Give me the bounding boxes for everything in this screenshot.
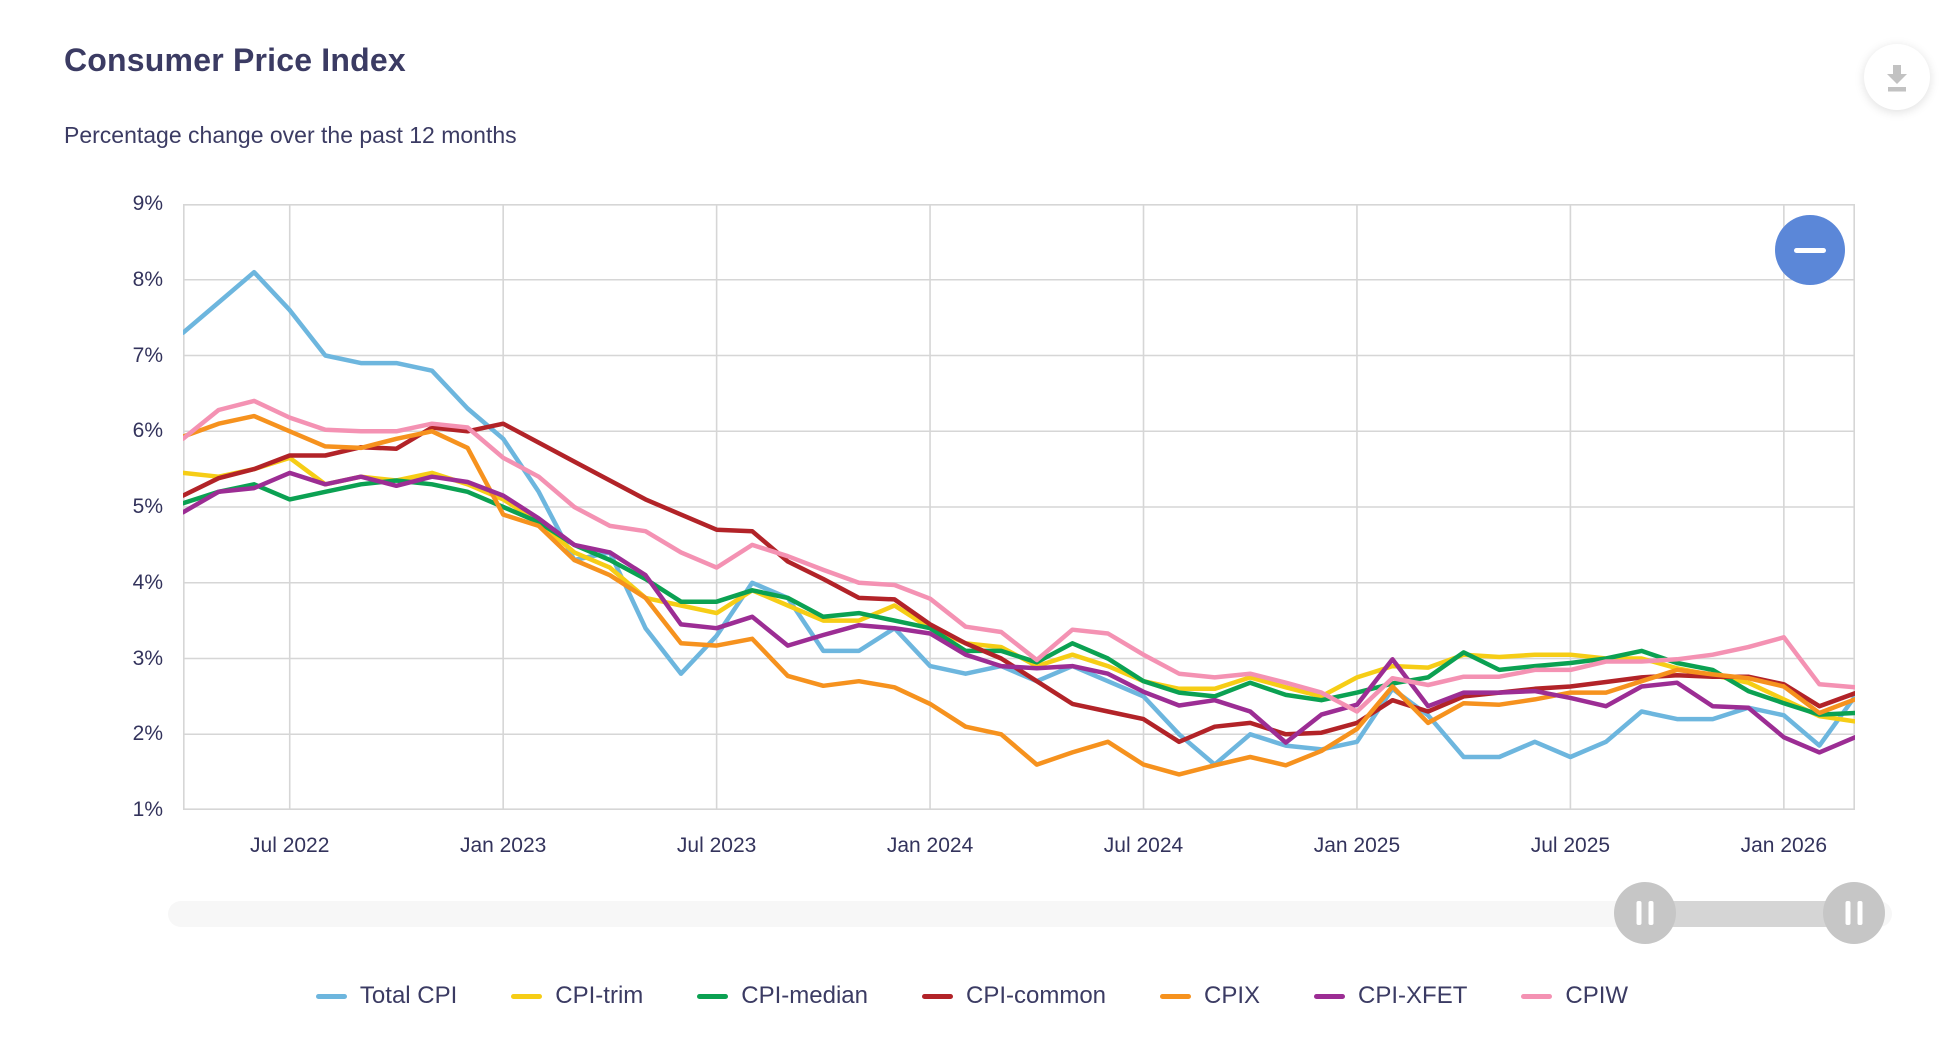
legend-line-swatch-icon [1521, 993, 1553, 999]
y-axis-label: 6% [132, 419, 163, 443]
y-axis-label: 9% [132, 192, 163, 215]
legend-line-swatch-icon [1160, 993, 1192, 999]
slider-track[interactable] [168, 901, 1892, 927]
legend-line-swatch-icon [1314, 993, 1346, 999]
legend-label: CPI-XFET [1358, 982, 1468, 1009]
range-slider[interactable] [168, 882, 1892, 944]
legend-item-cpi-trim[interactable]: CPI-trim [511, 982, 643, 1010]
y-axis-label: 3% [132, 646, 163, 670]
legend-line-swatch-icon [315, 993, 347, 999]
series-line-cpi-common [183, 421, 1855, 745]
y-axis-label: 1% [132, 798, 163, 821]
plot-area [183, 204, 1855, 810]
grip-icon [1845, 901, 1863, 925]
grip-icon [1636, 901, 1654, 925]
plot-border [183, 204, 1855, 810]
legend-label: CPIX [1204, 982, 1261, 1009]
legend-item-cpi-common[interactable]: CPI-common [922, 982, 1106, 1010]
chart-subtitle: Percentage change over the past 12 month… [64, 122, 517, 148]
series-line-cpi-median [183, 478, 1855, 717]
y-axis-label: 2% [132, 722, 163, 746]
legend-item-cpiw[interactable]: CPIW [1521, 982, 1628, 1010]
series-line-cpi-xfet [183, 470, 1855, 755]
slider-selected-range[interactable] [1645, 901, 1855, 927]
legend-label: CPI-median [741, 982, 868, 1009]
series-line-total-cpi [183, 269, 1855, 767]
chart-legend: Total CPI CPI-trim CPI-median CPI-common CPI… [0, 982, 1944, 1010]
x-axis-label: Jul 2025 [1530, 834, 1611, 857]
legend-label: Total CPI [359, 982, 458, 1009]
legend-item-cpix[interactable]: CPIX [1160, 982, 1260, 1010]
legend-label: CPI-common [966, 982, 1107, 1009]
series-line-cpix [183, 413, 1855, 777]
legend-line-swatch-icon [511, 993, 543, 999]
page-title: Consumer Price Index [64, 42, 406, 78]
minus-icon [1794, 248, 1826, 253]
x-axis-label: Jan 2026 [1740, 834, 1828, 857]
legend-item-total-cpi[interactable]: Total CPI [315, 982, 458, 1010]
x-axis-label: Jul 2022 [250, 834, 330, 857]
legend-line-swatch-icon [697, 993, 729, 999]
x-axis-label: Jan 2025 [1313, 834, 1401, 857]
download-button[interactable] [1864, 44, 1930, 110]
slider-right-handle[interactable] [1823, 882, 1886, 944]
legend-item-cpi-xfet[interactable]: CPI-XFET [1314, 982, 1467, 1010]
legend-line-swatch-icon [922, 993, 953, 999]
x-axis-label: Jan 2023 [459, 834, 547, 857]
x-axis-label: Jul 2023 [676, 834, 757, 857]
series-line-cpiw [183, 398, 1855, 714]
y-axis-label: 5% [132, 495, 163, 518]
legend-label: CPI-trim [555, 982, 644, 1009]
x-axis-label: Jan 2024 [886, 834, 974, 857]
legend-label: CPIW [1565, 982, 1629, 1009]
x-axis-label: Jul 2024 [1103, 834, 1184, 857]
zoom-out-button[interactable] [1775, 215, 1845, 285]
y-axis-label: 7% [132, 343, 163, 367]
legend-item-cpi-median[interactable]: CPI-median [697, 982, 868, 1010]
y-axis-label: 4% [132, 570, 163, 594]
y-axis-label: 8% [132, 267, 163, 291]
slider-left-handle[interactable] [1614, 882, 1677, 944]
